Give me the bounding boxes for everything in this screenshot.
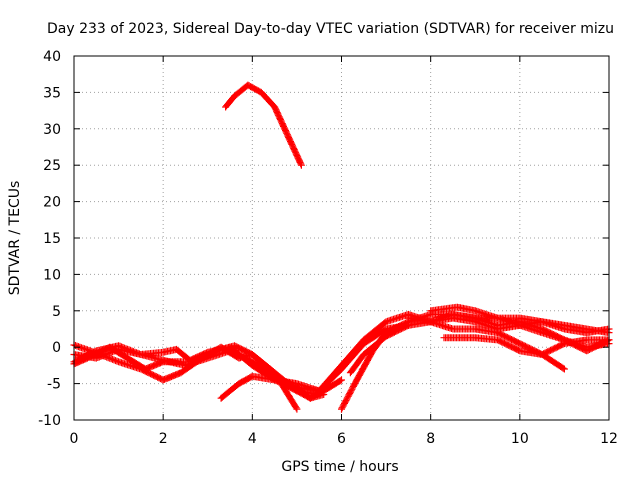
y-tick-label: -10 (38, 413, 61, 429)
x-tick-label: 10 (511, 431, 529, 447)
x-tick-label: 4 (248, 431, 257, 447)
series-track-12 (222, 81, 305, 169)
y-tick-label: 25 (43, 158, 61, 174)
y-tick-label: 10 (43, 267, 61, 283)
series-markers (440, 334, 613, 358)
series-markers (222, 81, 305, 169)
y-tick-label: 5 (52, 304, 61, 320)
series-markers (427, 303, 613, 337)
y-tick-label: 20 (43, 195, 61, 211)
chart-title: Day 233 of 2023, Sidereal Day-to-day VTE… (47, 21, 614, 37)
x-tick-label: 2 (159, 431, 168, 447)
y-axis-label: SDTVAR / TECUs (7, 181, 23, 296)
x-tick-label: 0 (70, 431, 79, 447)
x-tick-label: 12 (600, 431, 618, 447)
series-track-10 (427, 303, 613, 337)
x-axis-label: GPS time / hours (281, 459, 398, 475)
axis-ticks: 0 2 4 6 8 10 12 -10 -5 0 5 10 15 20 25 30 35 40 (38, 49, 618, 447)
x-tick-label: 6 (337, 431, 346, 447)
y-tick-label: 30 (43, 122, 61, 138)
data-series (70, 81, 613, 413)
y-tick-label: 15 (43, 231, 61, 247)
y-tick-label: 0 (52, 340, 61, 356)
y-tick-label: 40 (43, 49, 61, 65)
y-tick-label: -5 (47, 377, 61, 393)
y-tick-label: 35 (43, 85, 61, 101)
grid-lines (74, 56, 609, 420)
x-tick-label: 8 (426, 431, 435, 447)
series-track-11 (440, 334, 613, 358)
